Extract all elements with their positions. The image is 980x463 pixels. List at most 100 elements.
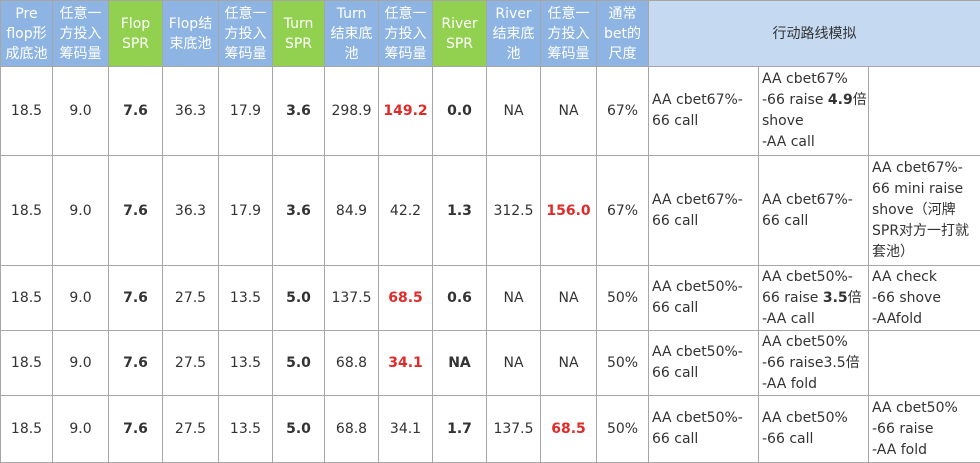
column-header: Flop结 束底池 — [162, 0, 219, 67]
route-cell: AA cbet67% -66 raise 4.9倍 shove -AA call — [758, 66, 869, 156]
cell: NA — [540, 265, 597, 331]
cell: 34.1 — [378, 395, 433, 463]
cell: 18.5 — [0, 265, 53, 331]
cell: 9.0 — [52, 395, 109, 463]
header-line: River — [495, 5, 532, 22]
route-line: -AA call — [762, 134, 815, 150]
route-line: -66 raise3.5倍 — [762, 354, 860, 371]
cell: 13.5 — [218, 265, 273, 331]
route-cell: AA cbet50%-66 call — [758, 395, 869, 463]
cell: 156.0 — [540, 155, 597, 266]
route-part: 倍 — [852, 92, 867, 108]
route-line: AA cbet50%- — [652, 279, 743, 295]
route-header: 行动路线模拟 — [647, 0, 980, 67]
header-line: bet的 — [604, 25, 641, 42]
route-cell: AA cbet67%- 66 call — [648, 155, 759, 266]
route-line: AA cbet67%- — [652, 92, 743, 108]
cell: 36.3 — [162, 155, 219, 266]
header-line: 任意一 — [384, 5, 427, 22]
header-line: 任意一 — [59, 5, 102, 22]
cell: 7.6 — [108, 265, 163, 331]
header-line: SPR — [284, 35, 313, 52]
header-line: flop形 — [6, 25, 47, 42]
route-line: 套池） — [872, 244, 914, 260]
cell: NA — [540, 66, 597, 156]
header-line: 结束底 — [492, 25, 535, 42]
cell: 68.8 — [324, 395, 379, 463]
table-row: 18.5 9.0 7.6 36.3 17.9 3.6 298.9 149.2 0.0 NA NA 67… — [0, 66, 980, 156]
column-header: 任意一 方投入 筹码量 — [540, 0, 597, 67]
header-row: Pre flop形 成底池 任意一 方投入 筹码量 Flop SPR Flop结 束底池 任意一 方投… — [0, 0, 980, 67]
route-cell: AA cbet50%- 66 call — [648, 395, 759, 463]
cell: 13.5 — [218, 395, 273, 463]
route-line: 66 call — [652, 300, 699, 316]
cell: 9.0 — [52, 155, 109, 266]
cell: 34.1 — [378, 330, 433, 396]
header-line: 方投入 — [224, 25, 267, 42]
cell: 27.5 — [162, 395, 219, 463]
route-cell — [867, 66, 980, 156]
cell: 36.3 — [162, 66, 219, 156]
header-line: 方投入 — [547, 25, 590, 42]
header-line: River — [441, 15, 478, 32]
route-line: AA cbet50%- — [762, 268, 853, 285]
cell: 1.3 — [432, 155, 487, 266]
route-line: 66 call — [652, 212, 699, 229]
cell: 27.5 — [162, 330, 219, 396]
cell: NA — [486, 66, 541, 156]
route-line: -AA fold — [872, 441, 928, 458]
cell: 298.9 — [324, 66, 379, 156]
route-line: -AAfold — [872, 310, 923, 327]
cell: 7.6 — [108, 395, 163, 463]
cell: NA — [486, 330, 541, 396]
route-cell: AA cbet67%- 66 mini raise shove（河牌 SPR对方一打就… — [867, 155, 980, 266]
route-cell: AA cbet50% -66 raise3.5倍 -AA fold — [758, 330, 869, 396]
header-line: 池 — [344, 45, 359, 62]
cell: 27.5 — [162, 265, 219, 331]
cell: 9.0 — [52, 66, 109, 156]
cell: 50% — [596, 265, 649, 331]
route-line: -66 raise 4.9倍 — [762, 90, 868, 111]
header-line: 任意一 — [547, 5, 590, 22]
route-line: AA cbet67% — [762, 71, 848, 87]
column-header: Turn SPR — [272, 0, 325, 67]
header-line: 方投入 — [384, 25, 427, 42]
route-part: 倍 — [847, 289, 862, 306]
header-line: 尺度 — [608, 45, 637, 62]
route-line: -66 raise — [872, 420, 934, 437]
cell: 5.0 — [272, 395, 325, 463]
route-line: AA cbet67%- — [652, 191, 743, 208]
route-part: -66 raise — [762, 92, 828, 108]
route-part: 3.5 — [822, 289, 848, 306]
cell: 1.7 — [432, 395, 487, 463]
table-row: 18.5 9.0 7.6 27.5 13.5 5.0 68.8 34.1 NA NA NA 50% AA… — [0, 330, 980, 396]
table-row: 18.5 9.0 7.6 27.5 13.5 5.0 68.8 34.1 1.7 137.5 68.… — [0, 395, 980, 463]
header-line: Turn — [283, 15, 314, 32]
route-line: 66 raise 3.5倍 — [762, 288, 868, 309]
route-line: 66 call — [652, 113, 699, 129]
route-line: -66 call — [762, 431, 814, 447]
table-body: 18.5 9.0 7.6 36.3 17.9 3.6 298.9 149.2 0.0 NA NA 67… — [0, 66, 980, 463]
route-line: AA cbet50%- — [652, 410, 743, 426]
cell: NA — [432, 330, 487, 396]
header-line: SPR — [445, 35, 474, 52]
column-header: 任意一 方投入 筹码量 — [378, 0, 433, 67]
route-line: -66 shove — [872, 289, 941, 306]
route-line: 66 call — [652, 431, 699, 447]
header-line: Pre — [15, 5, 38, 22]
cell: 137.5 — [324, 265, 379, 331]
route-line: -AA fold — [762, 375, 818, 392]
header-line: 方投入 — [59, 25, 102, 42]
route-line: -AA call — [762, 310, 815, 327]
header-line: 成底池 — [5, 45, 48, 62]
cell: 312.5 — [486, 155, 541, 266]
column-header: Turn 结束底池 — [324, 0, 379, 67]
route-line: AA cbet50% — [762, 333, 848, 350]
route-line: AA cbet67%- — [762, 191, 853, 208]
column-header: River 结束底池 — [486, 0, 541, 67]
route-line: AA cbet67%- — [872, 160, 963, 176]
route-cell: AA cbet50% -66 raise -AA fold — [867, 395, 980, 463]
table-row: 18.5 9.0 7.6 27.5 13.5 5.0 137.5 68.5 0.6 NA NA 50%… — [0, 265, 980, 331]
header-line: 筹码量 — [384, 45, 427, 62]
cell: 9.0 — [52, 330, 109, 396]
